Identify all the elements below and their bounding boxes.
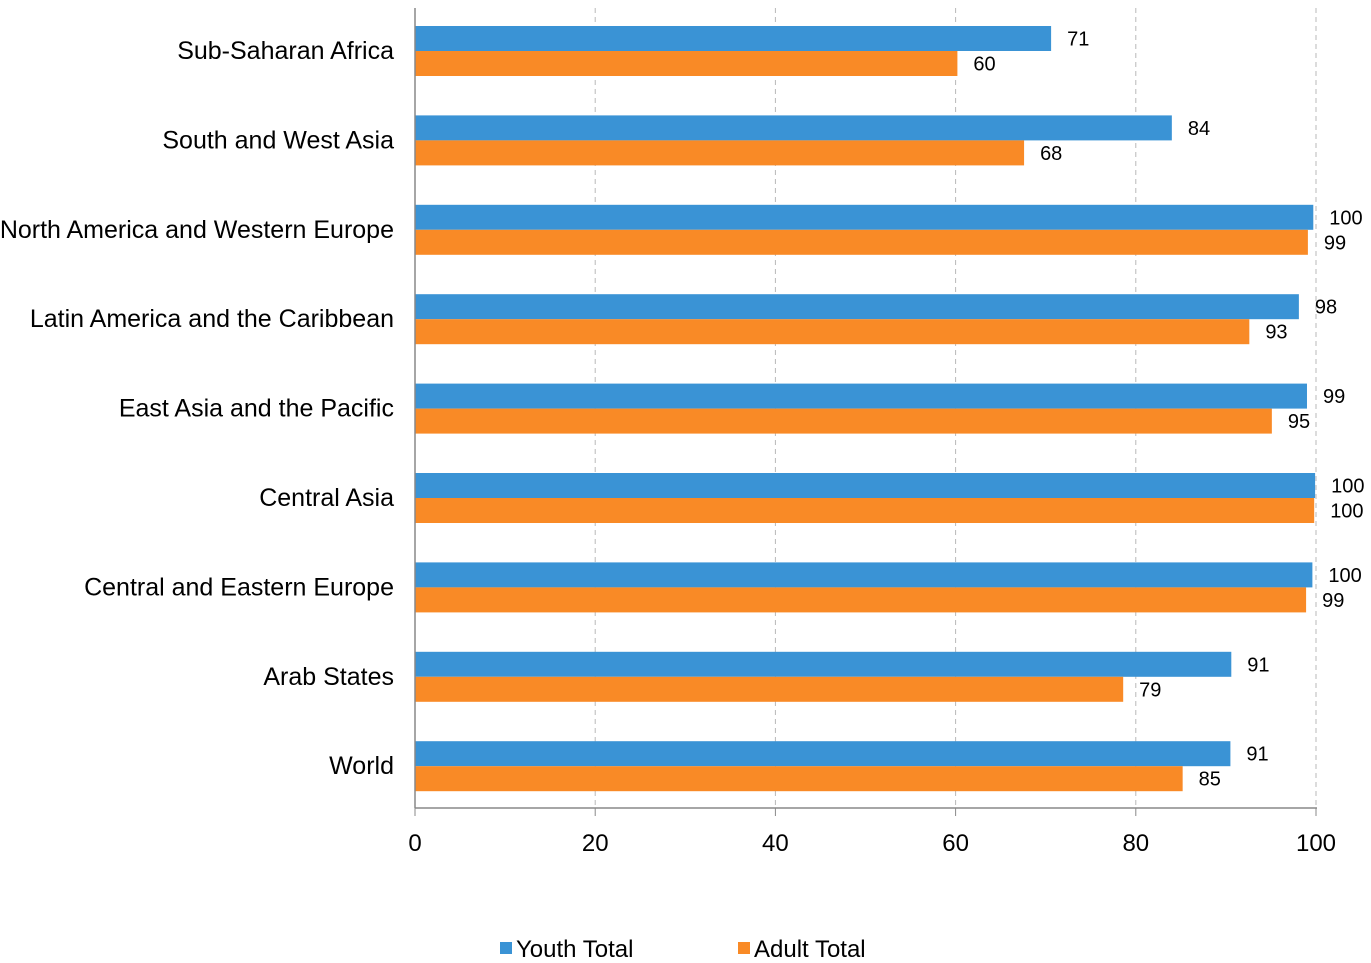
legend: Youth Total Adult Total bbox=[500, 936, 866, 963]
adult-value-label: 95 bbox=[1288, 411, 1310, 433]
legend-swatch bbox=[500, 942, 512, 954]
youth-value-label: 71 bbox=[1067, 29, 1089, 51]
youth-bar bbox=[415, 294, 1299, 320]
youth-bar bbox=[415, 651, 1232, 677]
adult-bar bbox=[415, 587, 1307, 613]
x-tick-label: 60 bbox=[942, 830, 969, 857]
adult-value-label: 79 bbox=[1139, 679, 1161, 701]
youth-value-label: 100 bbox=[1329, 207, 1362, 229]
adult-bar bbox=[415, 676, 1124, 702]
adult-value-label: 93 bbox=[1265, 322, 1287, 344]
youth-value-label: 100 bbox=[1331, 476, 1364, 498]
x-tick-label: 0 bbox=[408, 830, 421, 857]
adult-value-label: 60 bbox=[973, 54, 995, 76]
adult-value-label: 100 bbox=[1330, 501, 1363, 523]
legend-label: Youth Total bbox=[516, 936, 633, 963]
category-label: North America and Western Europe bbox=[0, 216, 394, 244]
youth-bar bbox=[415, 383, 1307, 409]
adult-value-label: 99 bbox=[1322, 590, 1344, 612]
category-label: Latin America and the Caribbean bbox=[30, 305, 394, 333]
x-tick-labels: 0 20 40 60 80 100 bbox=[408, 830, 1336, 857]
youth-value-label: 84 bbox=[1188, 118, 1210, 140]
category-label: Sub-Saharan Africa bbox=[177, 37, 394, 65]
adult-value-label: 85 bbox=[1199, 769, 1221, 791]
adult-bar bbox=[415, 319, 1250, 345]
x-tick-label: 20 bbox=[582, 830, 609, 857]
adult-value-label: 99 bbox=[1324, 232, 1346, 254]
bars bbox=[415, 26, 1316, 792]
youth-value-label: 100 bbox=[1328, 565, 1361, 587]
youth-bar bbox=[415, 562, 1313, 588]
adult-bar bbox=[415, 140, 1025, 166]
value-labels: 71 60 84 68 100 99 98 93 99 95 100 100 100 99 91 79 91 85 bbox=[973, 29, 1364, 791]
adult-bar bbox=[415, 408, 1272, 434]
category-label: Central Asia bbox=[259, 484, 394, 512]
category-label: East Asia and the Pacific bbox=[119, 395, 394, 423]
adult-bar bbox=[415, 51, 958, 76]
category-label: Arab States bbox=[263, 663, 394, 691]
adult-bar bbox=[415, 229, 1308, 255]
adult-bar bbox=[415, 498, 1315, 523]
category-label: South and West Asia bbox=[162, 126, 394, 154]
legend-label: Adult Total bbox=[754, 936, 866, 963]
youth-value-label: 91 bbox=[1246, 744, 1268, 766]
x-tick-label: 100 bbox=[1296, 830, 1336, 857]
legend-swatch bbox=[738, 942, 750, 954]
adult-bar bbox=[415, 766, 1183, 792]
category-label: World bbox=[329, 752, 394, 780]
x-tick-label: 40 bbox=[762, 830, 789, 857]
adult-value-label: 68 bbox=[1040, 143, 1062, 165]
youth-value-label: 99 bbox=[1323, 386, 1345, 408]
category-label: Central and Eastern Europe bbox=[84, 573, 394, 601]
youth-bar bbox=[415, 204, 1314, 230]
x-tick-label: 80 bbox=[1122, 830, 1149, 857]
youth-value-label: 91 bbox=[1247, 654, 1269, 676]
youth-bar bbox=[415, 473, 1316, 498]
axes bbox=[414, 8, 1317, 816]
youth-value-label: 98 bbox=[1315, 297, 1337, 319]
youth-bar bbox=[415, 26, 1052, 51]
category-labels: Sub-Saharan Africa South and West Asia Nor… bbox=[0, 37, 394, 780]
youth-bar bbox=[415, 115, 1172, 141]
youth-bar bbox=[415, 741, 1231, 767]
